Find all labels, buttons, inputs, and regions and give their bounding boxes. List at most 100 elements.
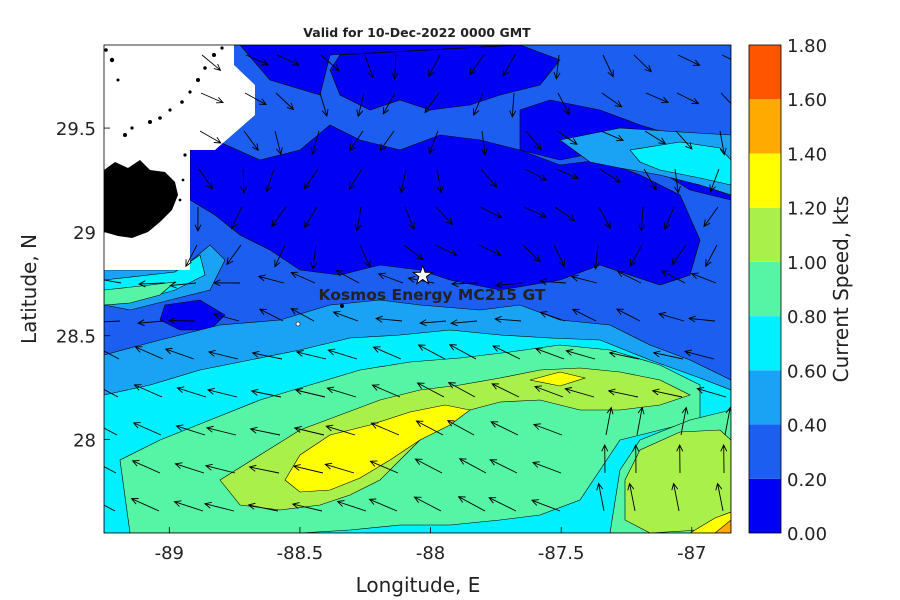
current-vector-arrow-icon: [553, 54, 561, 80]
current-vector-arrow-icon: [721, 54, 731, 60]
current-vector-arrow-icon: [372, 346, 402, 360]
barrier-islands: [104, 46, 224, 202]
current-vector-arrow-icon: [349, 130, 364, 152]
current-vector-arrow-icon: [494, 315, 522, 323]
colorbar-swatch: [749, 153, 781, 208]
current-vector-arrow-icon: [599, 168, 621, 183]
speed-band-1.0-1.2-se: [624, 429, 731, 533]
current-vector-arrow-icon: [663, 206, 675, 231]
current-vector-arrow-icon: [608, 350, 640, 360]
current-vector-arrow-icon: [104, 320, 121, 323]
current-vector-arrow-icon: [652, 350, 684, 360]
current-vector-arrow-icon: [294, 388, 326, 398]
current-vector-arrow-icon: [173, 500, 204, 512]
current-vector-arrow-icon: [638, 206, 646, 232]
current-vector-arrow-icon: [271, 206, 287, 228]
x-tick-label: -87: [677, 543, 706, 564]
colorbar-frame: [748, 44, 782, 534]
current-vector-arrow-icon: [176, 386, 207, 398]
current-vector-arrow-icon: [137, 319, 165, 327]
current-vector-arrow-icon: [690, 272, 717, 284]
current-vector-arrow-icon: [304, 206, 318, 229]
x-tick-label: -88.5: [277, 543, 324, 564]
current-vector-arrow-icon: [198, 168, 213, 190]
current-vector-arrow-icon: [492, 345, 521, 360]
current-vector-arrow-icon: [290, 271, 316, 284]
current-vector-arrow-icon: [133, 384, 163, 398]
current-vector-arrow-icon: [523, 206, 547, 218]
y-tick-label: 29.5: [56, 119, 96, 140]
current-vector-arrow-icon: [446, 420, 475, 436]
current-vector-arrow-icon: [524, 168, 548, 181]
current-vector-arrow-icon: [448, 344, 477, 360]
current-vector-arrow-icon: [491, 383, 520, 398]
x-tick-label: -89: [155, 543, 184, 564]
current-vector-arrow-icon: [605, 406, 614, 436]
speed-band-1.2-1.4-se: [689, 511, 731, 533]
colorbar-tick-label: 1.40: [787, 144, 827, 165]
current-vector-arrow-icon: [244, 92, 267, 105]
current-vector-arrow-icon: [522, 244, 542, 263]
current-vector-arrow-icon: [382, 92, 396, 115]
current-vector-arrow-icon: [651, 388, 683, 398]
current-vector-arrow-icon: [104, 389, 119, 398]
current-vector-arrow-icon: [539, 278, 567, 286]
current-vector-arrow-icon: [377, 272, 404, 284]
colorbar-tick-label: 0.60: [787, 361, 827, 382]
current-vector-arrow-icon: [434, 244, 458, 256]
current-vector-arrow-icon: [601, 443, 609, 474]
current-vector-arrow-icon: [319, 92, 329, 117]
current-vector-arrow-icon: [164, 347, 195, 360]
current-vector-arrow-icon: [435, 206, 454, 226]
current-vector-arrow-icon: [539, 311, 566, 322]
colorbar-tick-label: 1.00: [787, 253, 827, 274]
current-vector-arrow-icon: [369, 460, 399, 474]
current-vector-arrow-icon: [320, 54, 340, 72]
current-vector-arrow-icon: [212, 312, 240, 322]
current-vector-arrow-icon: [598, 206, 611, 230]
current-vector-arrow-icon: [469, 54, 485, 76]
speed-band-0.6-0.8-east: [629, 141, 731, 186]
current-vector-arrow-icon: [310, 244, 318, 270]
colorbar-swatch: [749, 99, 781, 154]
current-vector-arrow-icon: [417, 344, 446, 360]
current-vector-arrow-icon: [632, 443, 640, 474]
current-vector-arrow-icon: [478, 244, 502, 256]
current-vector-arrow-icon: [332, 310, 359, 322]
current-vector-arrow-icon: [489, 459, 518, 474]
current-vector-arrow-icon: [480, 168, 498, 188]
colorbar-tick-label: 1.20: [787, 199, 827, 220]
current-vector-arrow-icon: [336, 500, 367, 512]
current-vector-arrow-icon: [600, 130, 625, 142]
current-vector-arrow-icon: [251, 350, 283, 360]
current-vector-arrow-icon: [391, 54, 399, 81]
colorbar-swatch: [749, 45, 781, 100]
current-vector-arrow-icon: [571, 308, 597, 322]
colorbar-tick-label: 1.60: [787, 90, 827, 111]
current-vector-arrow-icon: [703, 206, 719, 228]
current-vector-arrow-icon: [257, 274, 285, 284]
current-vector-arrow-icon: [243, 130, 259, 152]
current-vector-arrow-icon: [403, 244, 424, 261]
current-vector-arrow-icon: [436, 168, 444, 194]
current-vector-arrow-icon: [419, 319, 447, 327]
current-vector-arrow-icon: [557, 92, 570, 116]
current-vector-arrow-icon: [130, 498, 160, 512]
current-vector-arrow-icon: [194, 206, 202, 233]
site-label: Kosmos Energy MC215 GT: [319, 286, 546, 304]
current-vector-arrow-icon: [310, 130, 320, 156]
current-vector-arrow-icon: [676, 443, 684, 474]
current-vector-arrow-icon: [265, 168, 275, 193]
current-vector-arrow-icon: [199, 130, 222, 144]
current-vector-arrow-icon: [303, 168, 319, 190]
current-vector-arrow-icon: [696, 387, 727, 398]
small-marker: [340, 304, 344, 308]
current-vector-arrow-icon: [326, 386, 357, 398]
current-vector-arrow-icon: [615, 308, 641, 322]
current-vector-arrow-icon: [250, 388, 282, 398]
current-vector-arrow-icon: [104, 350, 120, 360]
chart-title: Valid for 10-Dec-2022 0000 GMT: [303, 25, 531, 40]
current-vector-arrow-icon: [356, 92, 365, 118]
current-vector-arrow-icon: [231, 206, 243, 230]
current-vector-arrow-icon: [601, 92, 623, 108]
